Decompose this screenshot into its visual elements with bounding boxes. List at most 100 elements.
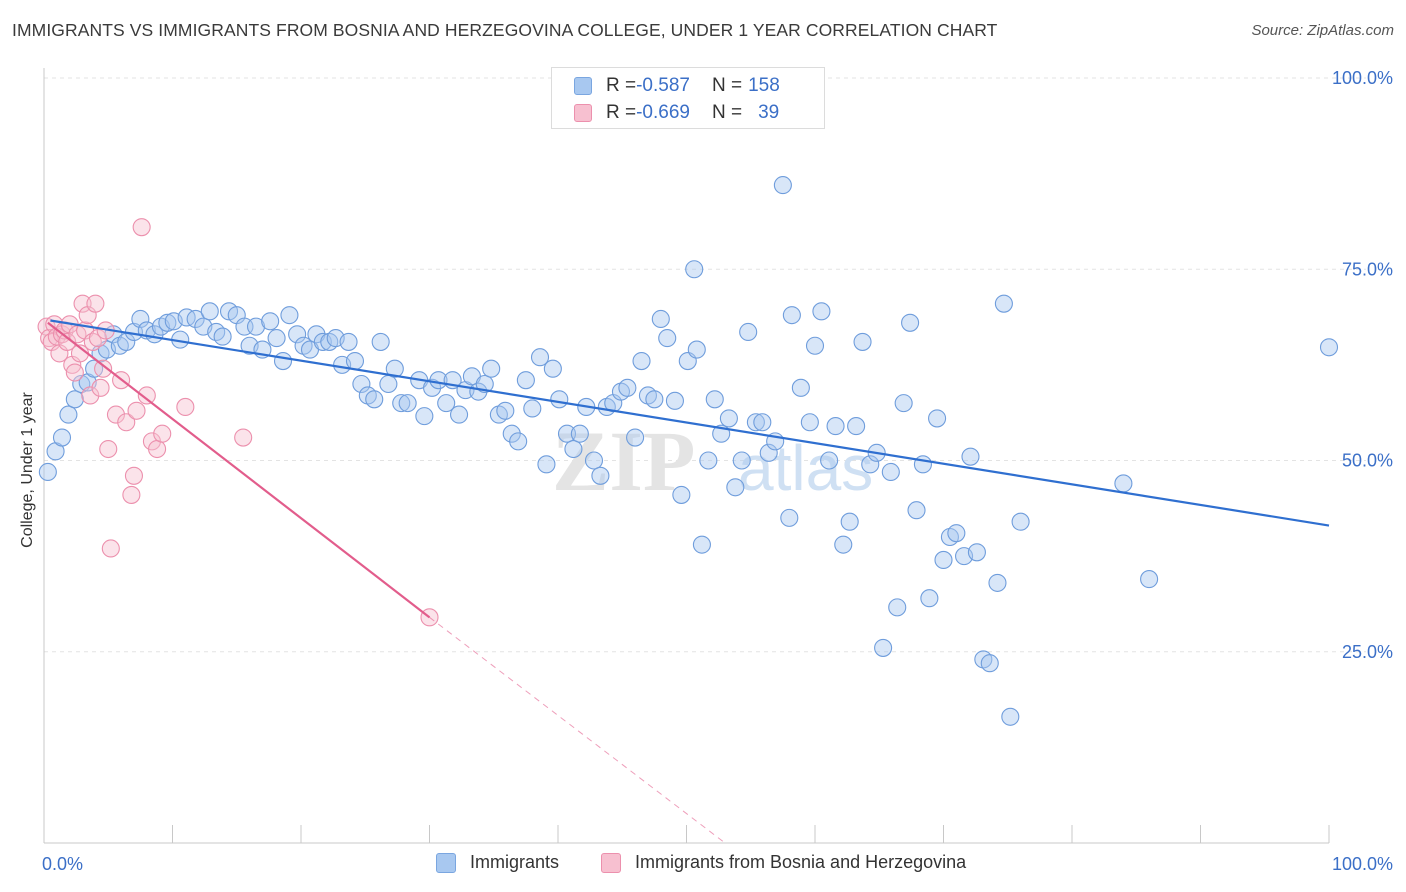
- bosnia-point: [153, 424, 172, 443]
- immigrants-point: [352, 374, 371, 394]
- r-value: -0.669: [636, 102, 690, 123]
- trend-lines: [47, 319, 1330, 844]
- immigrants-point: [65, 390, 84, 409]
- bosnia-point: [137, 386, 156, 405]
- watermark-atlas: atlas: [738, 432, 873, 504]
- immigrants-point: [186, 309, 205, 329]
- immigrants-point: [705, 390, 724, 409]
- immigrants-point: [502, 424, 521, 443]
- bosnia-point: [65, 363, 84, 382]
- immigrants-point: [398, 394, 417, 413]
- immigrants-point: [800, 413, 819, 432]
- stats-row-immigrants: R = -0.587 N = 158: [574, 74, 780, 98]
- immigrants-point: [947, 524, 966, 543]
- immigrants-point: [994, 294, 1013, 313]
- immigrants-point: [379, 374, 398, 394]
- immigrants-point: [475, 374, 494, 394]
- immigrants-point: [791, 378, 810, 397]
- stats-swatch-immigrants: [574, 77, 592, 95]
- immigrants-point: [687, 340, 706, 359]
- immigrants-point: [840, 512, 859, 531]
- bosnia-point: [127, 401, 146, 420]
- immigrants-point: [557, 424, 577, 443]
- immigrants-point: [826, 417, 845, 436]
- immigrants-point: [894, 394, 913, 413]
- immigrants-point: [345, 351, 365, 371]
- immigrants-point: [288, 325, 307, 344]
- bosnia-point: [99, 439, 118, 459]
- immigrants-point: [934, 550, 953, 570]
- series-legend: Immigrants Immigrants from Bosnia and He…: [0, 852, 1406, 878]
- bosnia-point: [122, 485, 141, 504]
- stats-row-bosnia: R = -0.669 N = 39: [574, 101, 779, 125]
- y-tick-label: 100.0%: [1332, 68, 1393, 88]
- immigrants-point: [200, 302, 219, 321]
- immigrants-point: [920, 589, 939, 608]
- immigrants-point: [59, 405, 78, 424]
- bosnia-point: [176, 397, 195, 417]
- immigrants-point: [782, 306, 801, 325]
- immigrants-point: [988, 573, 1007, 592]
- n-value: 39: [758, 102, 780, 123]
- immigrants-point: [38, 462, 57, 482]
- bosnia-point: [86, 294, 105, 313]
- immigrants-point: [591, 466, 610, 485]
- immigrants-point: [901, 313, 920, 332]
- immigrants-point: [780, 508, 799, 527]
- x-tick-label: 0.0%: [42, 854, 83, 874]
- immigrants-point: [584, 451, 604, 470]
- r-label: R =: [606, 75, 637, 96]
- chart-title: IMMIGRANTS VS IMMIGRANTS FROM BOSNIA AND…: [12, 20, 998, 40]
- immigrants-point: [685, 260, 704, 279]
- r-value: -0.587: [636, 75, 690, 96]
- immigrants-point: [213, 327, 232, 346]
- immigrants-point: [543, 359, 562, 378]
- bosnia-point: [106, 405, 126, 424]
- source-label: Source: ZipAtlas.com: [1251, 22, 1394, 39]
- immigrants-point: [834, 535, 853, 554]
- legend-label-bosnia: Immigrants from Bosnia and Herzegovina: [635, 852, 967, 872]
- immigrants-point: [437, 394, 456, 413]
- immigrants-point: [392, 394, 411, 413]
- immigrants-point: [261, 312, 280, 331]
- bosnia-trend-extension: [429, 616, 726, 844]
- immigrants-point: [371, 332, 390, 351]
- immigrants-point: [415, 407, 434, 426]
- immigrants-point: [423, 378, 442, 397]
- immigrants-point: [645, 390, 664, 409]
- bosnia-point: [58, 332, 77, 351]
- immigrants-point: [273, 351, 293, 371]
- immigrants-point: [699, 451, 718, 470]
- y-tick-label: 75.0%: [1342, 259, 1393, 279]
- immigrants-point: [928, 409, 947, 428]
- legend-item-immigrants[interactable]: Immigrants: [436, 852, 559, 873]
- immigrants-point: [530, 348, 550, 367]
- immigrants-point: [820, 451, 839, 470]
- immigrants-point: [874, 638, 893, 657]
- stats-legend: R = -0.587 N = 158 R = -0.669 N = 39: [551, 67, 825, 129]
- immigrants-point: [672, 485, 691, 504]
- immigrants-point: [626, 428, 645, 447]
- immigrants-point: [280, 306, 299, 325]
- immigrants-point: [1140, 570, 1159, 589]
- immigrants-point: [385, 359, 404, 378]
- immigrants-point: [726, 478, 745, 497]
- immigrants-point: [550, 390, 569, 409]
- watermark-zip: ZIP: [552, 413, 695, 509]
- immigrants-trend-line: [50, 319, 1330, 527]
- immigrants-point: [450, 405, 469, 424]
- immigrants-point: [907, 501, 926, 520]
- n-label: N =: [711, 75, 743, 96]
- immigrants-point: [509, 432, 528, 451]
- bosnia-point: [94, 359, 113, 378]
- immigrants-point: [564, 439, 583, 459]
- immigrants-point: [246, 317, 266, 336]
- series-bosnia: [37, 218, 439, 627]
- y-axis-label: College, Under 1 year: [19, 392, 36, 548]
- legend-item-bosnia[interactable]: Immigrants from Bosnia and Herzegovina: [601, 852, 966, 873]
- bosnia-point: [148, 439, 167, 459]
- immigrants-point: [1001, 707, 1020, 726]
- immigrants-point: [207, 322, 226, 342]
- immigrants-point: [482, 359, 501, 378]
- immigrants-point: [888, 598, 907, 617]
